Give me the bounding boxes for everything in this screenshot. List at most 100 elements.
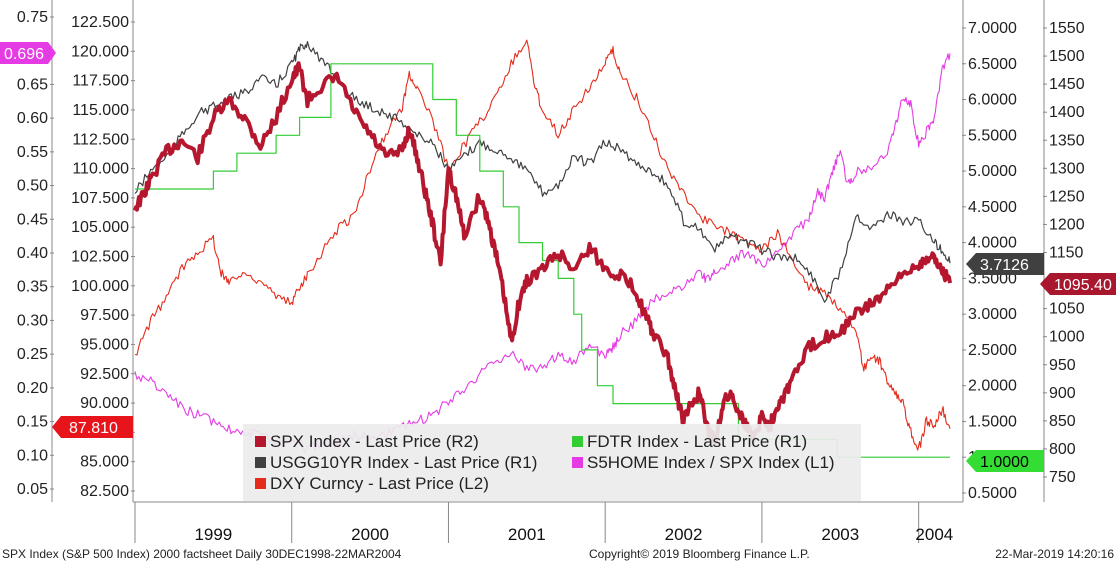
tick-label-l1-3: 0.60 bbox=[17, 110, 48, 127]
tick-label-l2-4: 112.500 bbox=[72, 131, 129, 148]
tick-label-r1-2: 6.0000 bbox=[968, 92, 1017, 109]
tick-label-l2-5: 110.000 bbox=[72, 161, 129, 178]
tick-label-r2-2: 1450 bbox=[1049, 76, 1085, 93]
tick-label-r1-8: 3.0000 bbox=[968, 306, 1017, 323]
tag-s5home-shape bbox=[0, 42, 56, 64]
legend-label-usgg10yr: USGG10YR Index - Last Price (R1) bbox=[270, 453, 537, 472]
axis-r2-ticks: 1550150014501400135013001250120011501100… bbox=[1043, 20, 1085, 486]
tick-label-r1-1: 6.5000 bbox=[968, 56, 1017, 73]
legend-box bbox=[243, 424, 861, 501]
tick-label-r1-9: 2.5000 bbox=[968, 342, 1017, 359]
tag-dxy-shape bbox=[52, 416, 133, 438]
tag-fdtr-shape bbox=[966, 450, 1044, 472]
tick-label-l2-0: 122.500 bbox=[71, 14, 129, 31]
footer-left: SPX Index (S&P 500 Index) 2000 factsheet… bbox=[2, 547, 402, 561]
tick-label-l2-11: 95.000 bbox=[80, 336, 129, 353]
tick-label-r2-11: 1000 bbox=[1049, 329, 1085, 346]
tick-label-r1-3: 5.5000 bbox=[968, 127, 1017, 144]
tick-label-r2-4: 1350 bbox=[1049, 132, 1085, 149]
legend-label-fdtr: FDTR Index - Last Price (R1) bbox=[587, 432, 807, 451]
footer-center: Copyright© 2019 Bloomberg Finance L.P. bbox=[589, 547, 810, 561]
tick-label-r2-7: 1200 bbox=[1049, 216, 1085, 233]
tick-label-r2-12: 950 bbox=[1049, 357, 1076, 374]
tick-label-l2-15: 85.000 bbox=[80, 454, 129, 471]
year-label-2001: 2001 bbox=[508, 525, 546, 544]
tick-label-l1-12: 0.15 bbox=[17, 414, 48, 431]
tick-label-l2-7: 105.000 bbox=[71, 219, 129, 236]
tag-fdtr: 1.0000 bbox=[966, 450, 1044, 472]
year-label-2002: 2002 bbox=[665, 525, 703, 544]
year-label-2003: 2003 bbox=[821, 525, 859, 544]
tick-label-r2-15: 800 bbox=[1049, 441, 1076, 458]
tick-label-r1-4: 5.0000 bbox=[968, 163, 1017, 180]
tag-s5home: 0.696 bbox=[0, 42, 56, 64]
tag-dxy: 87.810 bbox=[52, 416, 133, 438]
tag-fdtr-value: 1.0000 bbox=[980, 454, 1029, 471]
tick-label-l1-13: 0.10 bbox=[17, 447, 48, 464]
tick-label-l2-9: 100.000 bbox=[71, 278, 129, 295]
tick-label-l1-10: 0.25 bbox=[17, 346, 48, 363]
tick-label-l1-2: 0.65 bbox=[17, 76, 48, 93]
tick-label-r1-5: 4.5000 bbox=[968, 199, 1017, 216]
tick-label-l1-0: 0.75 bbox=[17, 9, 48, 26]
tick-label-l2-6: 107.500 bbox=[71, 190, 129, 207]
tick-label-r1-0: 7.0000 bbox=[968, 20, 1017, 37]
legend-swatch-spx bbox=[255, 436, 266, 447]
tick-label-r2-14: 850 bbox=[1049, 413, 1076, 430]
legend-swatch-fdtr bbox=[572, 436, 583, 447]
tick-label-r2-16: 750 bbox=[1049, 469, 1076, 486]
tick-label-l2-8: 102.500 bbox=[71, 249, 129, 266]
tick-label-r1-13: 0.5000 bbox=[968, 485, 1017, 502]
legend-swatch-s5home bbox=[572, 457, 583, 468]
tick-label-r1-10: 2.0000 bbox=[968, 378, 1017, 395]
tick-label-l2-12: 92.500 bbox=[80, 366, 129, 383]
legend-label-dxy: DXY Curncy - Last Price (L2) bbox=[270, 474, 489, 493]
year-label-2000: 2000 bbox=[351, 525, 389, 544]
legend: SPX Index - Last Price (R2) USGG10YR Ind… bbox=[243, 424, 861, 501]
tag-usgg10yr-shape bbox=[966, 253, 1044, 275]
legend-label-s5home: S5HOME Index / SPX Index (L1) bbox=[587, 453, 835, 472]
tag-usgg10yr-value: 3.7126 bbox=[980, 257, 1029, 274]
tick-label-l1-11: 0.20 bbox=[17, 380, 48, 397]
tick-label-r2-13: 900 bbox=[1049, 385, 1076, 402]
tick-label-r2-10: 1050 bbox=[1049, 301, 1085, 318]
legend-label-spx: SPX Index - Last Price (R2) bbox=[270, 432, 479, 451]
tick-label-l1-5: 0.50 bbox=[17, 178, 48, 195]
tag-dxy-value: 87.810 bbox=[69, 420, 118, 437]
tick-label-r2-3: 1400 bbox=[1049, 104, 1085, 121]
tick-label-r1-11: 1.5000 bbox=[968, 413, 1017, 430]
tick-label-l1-14: 0.05 bbox=[17, 481, 48, 498]
series-line-dxy bbox=[134, 39, 951, 451]
tick-label-r1-6: 4.0000 bbox=[968, 235, 1017, 252]
tick-label-l2-1: 120.000 bbox=[71, 43, 129, 60]
tick-label-l1-9: 0.30 bbox=[17, 312, 48, 329]
legend-swatch-dxy bbox=[255, 478, 266, 489]
tick-label-l1-4: 0.55 bbox=[17, 144, 48, 161]
tick-label-l2-10: 97.500 bbox=[80, 307, 129, 324]
tick-label-r2-8: 1150 bbox=[1049, 245, 1084, 262]
axis-l2-ticks: 122.500 120.000 117.500 115.000 112.500 110.0… bbox=[71, 14, 135, 500]
tick-label-l1-8: 0.35 bbox=[17, 279, 48, 296]
year-label-2004: 2004 bbox=[915, 525, 953, 544]
series-line-usgg10yr bbox=[134, 41, 951, 303]
tick-label-r2-6: 1250 bbox=[1049, 188, 1085, 205]
tick-label-r2-1: 1500 bbox=[1049, 48, 1085, 65]
tag-spx-shape bbox=[1040, 273, 1116, 295]
tick-label-r2-5: 1300 bbox=[1049, 160, 1085, 177]
series-line-fdtr bbox=[135, 63, 950, 458]
tag-usgg10yr: 3.7126 bbox=[966, 253, 1044, 275]
tick-label-r2-0: 1550 bbox=[1049, 20, 1085, 37]
tick-label-l2-16: 82.500 bbox=[80, 483, 129, 500]
tick-label-l1-6: 0.45 bbox=[17, 211, 48, 228]
series-line-spx bbox=[133, 61, 952, 447]
tag-spx-value: 1095.40 bbox=[1054, 277, 1112, 294]
tick-label-l2-13: 90.000 bbox=[80, 395, 129, 412]
tag-spx: 1095.40 bbox=[1040, 273, 1116, 295]
tick-label-l2-2: 117.500 bbox=[72, 73, 129, 90]
tick-label-l1-7: 0.40 bbox=[17, 245, 48, 262]
tick-label-l2-3: 115.000 bbox=[72, 102, 129, 119]
tag-s5home-value: 0.696 bbox=[4, 46, 44, 63]
x-axis-years: 1999 2000 2001 2002 2003 2004 bbox=[134, 502, 953, 544]
legend-swatch-usgg10yr bbox=[255, 457, 266, 468]
